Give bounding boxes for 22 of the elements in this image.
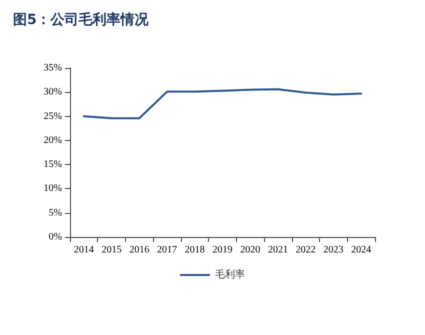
x-tick-label: 2019 xyxy=(212,244,232,256)
y-tick-label: 25% xyxy=(44,110,62,122)
x-tick-label: 2024 xyxy=(351,244,372,256)
line-series xyxy=(82,88,362,120)
x-tick-label: 2020 xyxy=(240,244,260,256)
y-tick-label: 15% xyxy=(44,159,62,170)
y-tick-label: 35% xyxy=(44,62,62,74)
y-tick-label: 5% xyxy=(48,207,62,218)
x-tick-label: 2022 xyxy=(296,244,316,256)
x-tick-label: 2016 xyxy=(129,244,150,256)
legend-label: 毛利率 xyxy=(215,268,245,280)
y-tick-label: 20% xyxy=(44,134,62,146)
x-tick-label: 2023 xyxy=(323,244,344,256)
y-tick-label: 30% xyxy=(44,86,62,98)
y-tick-label: 10% xyxy=(44,183,62,194)
x-tick-label: 2014 xyxy=(74,244,94,256)
chart-title: 图5：公司毛利率情况 xyxy=(13,11,150,28)
x-tick-label: 2015 xyxy=(102,244,122,256)
y-tick-label: 0% xyxy=(48,232,62,242)
x-tick-label: 2018 xyxy=(184,244,205,256)
x-tick-label: 2021 xyxy=(268,244,288,256)
x-tick-label: 2017 xyxy=(157,244,178,256)
